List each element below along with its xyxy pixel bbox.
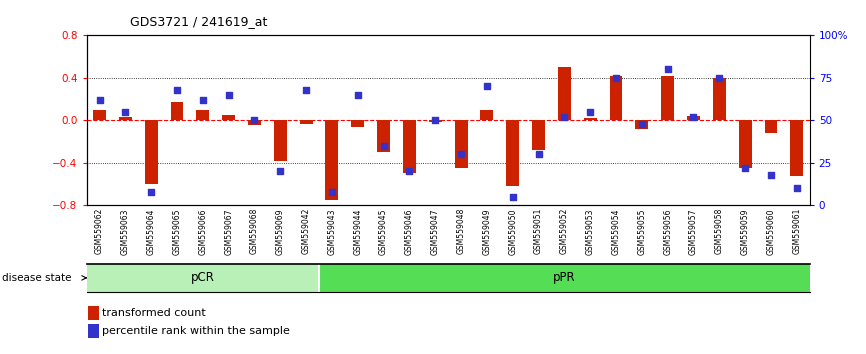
Text: percentile rank within the sample: percentile rank within the sample <box>102 326 290 336</box>
Point <box>351 92 365 98</box>
Point <box>325 189 339 195</box>
Point <box>558 114 572 120</box>
Bar <box>197 110 210 120</box>
Bar <box>610 76 623 120</box>
Bar <box>352 120 365 127</box>
Point <box>403 169 417 174</box>
Bar <box>171 102 184 120</box>
Bar <box>274 120 287 161</box>
Bar <box>584 118 597 120</box>
Bar <box>558 67 571 120</box>
Bar <box>791 120 804 176</box>
Bar <box>223 115 235 120</box>
Point <box>506 194 520 200</box>
Point <box>377 143 391 149</box>
Point <box>532 152 546 157</box>
Bar <box>713 78 726 120</box>
Point <box>429 118 443 123</box>
Bar <box>507 120 520 186</box>
Bar <box>636 120 649 129</box>
Point <box>584 109 598 115</box>
Point <box>145 189 158 195</box>
Bar <box>377 120 390 152</box>
Point <box>609 75 623 81</box>
Point <box>222 92 236 98</box>
Point <box>738 165 752 171</box>
Bar <box>429 120 442 122</box>
Bar <box>93 110 106 120</box>
Point <box>790 185 804 191</box>
Point <box>480 84 494 89</box>
Point <box>119 109 132 115</box>
Bar <box>739 120 752 168</box>
Bar <box>687 116 700 120</box>
Text: pCR: pCR <box>191 272 215 284</box>
Point <box>454 152 468 157</box>
Bar <box>481 110 494 120</box>
Point <box>635 121 649 127</box>
Bar <box>326 120 339 200</box>
Bar <box>87 264 319 292</box>
Bar <box>248 120 261 125</box>
Bar <box>300 120 313 124</box>
Point <box>661 67 675 72</box>
Point <box>299 87 313 93</box>
Point <box>713 75 727 81</box>
Text: disease state: disease state <box>2 273 71 283</box>
Bar <box>532 120 545 150</box>
Bar <box>119 117 132 120</box>
Bar <box>319 264 810 292</box>
Bar <box>403 120 416 173</box>
Text: pPR: pPR <box>553 272 576 284</box>
Point <box>274 169 288 174</box>
Point <box>248 118 262 123</box>
Text: transformed count: transformed count <box>102 308 206 318</box>
Bar <box>765 120 778 133</box>
Point <box>170 87 184 93</box>
Bar <box>145 120 158 184</box>
Bar <box>455 120 468 168</box>
Point <box>196 97 210 103</box>
Point <box>93 97 107 103</box>
Point <box>764 172 778 178</box>
Text: GDS3721 / 241619_at: GDS3721 / 241619_at <box>130 15 268 28</box>
Bar <box>662 76 674 120</box>
Point <box>687 114 701 120</box>
